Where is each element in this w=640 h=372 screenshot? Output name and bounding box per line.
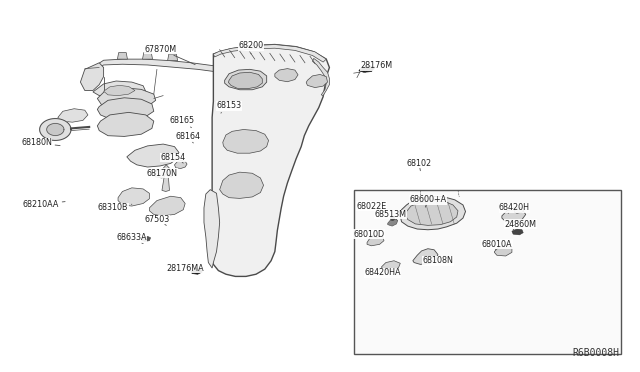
Bar bbox=[355, 190, 621, 354]
Text: 68420H: 68420H bbox=[499, 203, 530, 214]
Polygon shape bbox=[127, 144, 179, 167]
Polygon shape bbox=[93, 81, 146, 98]
Polygon shape bbox=[154, 165, 171, 178]
Polygon shape bbox=[162, 175, 170, 192]
Text: 28176M: 28176M bbox=[360, 61, 392, 72]
Text: 68154: 68154 bbox=[160, 153, 185, 163]
Polygon shape bbox=[97, 98, 154, 121]
Polygon shape bbox=[213, 45, 326, 62]
Polygon shape bbox=[494, 245, 512, 256]
Polygon shape bbox=[117, 52, 127, 59]
Text: 24860M: 24860M bbox=[505, 220, 537, 230]
Text: 68153: 68153 bbox=[216, 101, 242, 113]
Polygon shape bbox=[232, 64, 244, 70]
Text: 68420HA: 68420HA bbox=[364, 268, 401, 277]
Polygon shape bbox=[58, 109, 88, 122]
Text: 68022E: 68022E bbox=[356, 202, 387, 212]
Text: 68310B: 68310B bbox=[98, 203, 132, 212]
Polygon shape bbox=[312, 58, 330, 96]
Polygon shape bbox=[97, 87, 156, 109]
Text: 68010D: 68010D bbox=[353, 230, 385, 238]
Polygon shape bbox=[234, 59, 251, 68]
Polygon shape bbox=[367, 235, 384, 246]
Text: 68102: 68102 bbox=[406, 159, 431, 171]
Polygon shape bbox=[149, 196, 185, 216]
Polygon shape bbox=[118, 188, 149, 206]
Text: R6B0008H: R6B0008H bbox=[573, 348, 620, 358]
Polygon shape bbox=[97, 112, 154, 137]
Polygon shape bbox=[515, 207, 524, 214]
Polygon shape bbox=[99, 59, 236, 72]
Polygon shape bbox=[204, 190, 220, 268]
Polygon shape bbox=[275, 68, 298, 82]
Text: 68165: 68165 bbox=[170, 116, 195, 128]
Polygon shape bbox=[225, 69, 267, 90]
Polygon shape bbox=[209, 45, 330, 276]
Polygon shape bbox=[502, 208, 525, 222]
Text: 67870M: 67870M bbox=[144, 45, 195, 65]
Polygon shape bbox=[143, 52, 152, 59]
Polygon shape bbox=[381, 261, 400, 270]
Text: 68210AA: 68210AA bbox=[22, 200, 65, 209]
Text: 68010A: 68010A bbox=[482, 240, 512, 250]
Polygon shape bbox=[223, 129, 269, 153]
Polygon shape bbox=[175, 160, 187, 169]
Text: 68170N: 68170N bbox=[147, 169, 177, 178]
Polygon shape bbox=[405, 201, 458, 225]
Polygon shape bbox=[191, 268, 202, 274]
Polygon shape bbox=[359, 66, 375, 72]
Polygon shape bbox=[388, 219, 398, 226]
Polygon shape bbox=[413, 249, 438, 264]
Text: 68200: 68200 bbox=[239, 41, 264, 54]
Polygon shape bbox=[220, 172, 264, 198]
Text: 28176MA: 28176MA bbox=[166, 263, 204, 273]
Polygon shape bbox=[47, 124, 64, 135]
Polygon shape bbox=[242, 66, 260, 73]
Text: 68108N: 68108N bbox=[422, 256, 453, 265]
Text: 67503: 67503 bbox=[144, 215, 170, 225]
Polygon shape bbox=[306, 74, 328, 87]
Polygon shape bbox=[141, 236, 150, 241]
Text: 68164: 68164 bbox=[176, 132, 201, 143]
Text: 68633A: 68633A bbox=[116, 233, 147, 244]
Polygon shape bbox=[40, 119, 71, 140]
Polygon shape bbox=[81, 63, 104, 90]
Text: 68180N: 68180N bbox=[21, 138, 60, 147]
Polygon shape bbox=[400, 196, 465, 230]
Text: 68513M: 68513M bbox=[374, 210, 406, 219]
Polygon shape bbox=[512, 229, 524, 235]
Polygon shape bbox=[228, 72, 262, 89]
Polygon shape bbox=[104, 86, 135, 96]
Text: 68600+A: 68600+A bbox=[410, 195, 447, 207]
Polygon shape bbox=[168, 54, 178, 61]
